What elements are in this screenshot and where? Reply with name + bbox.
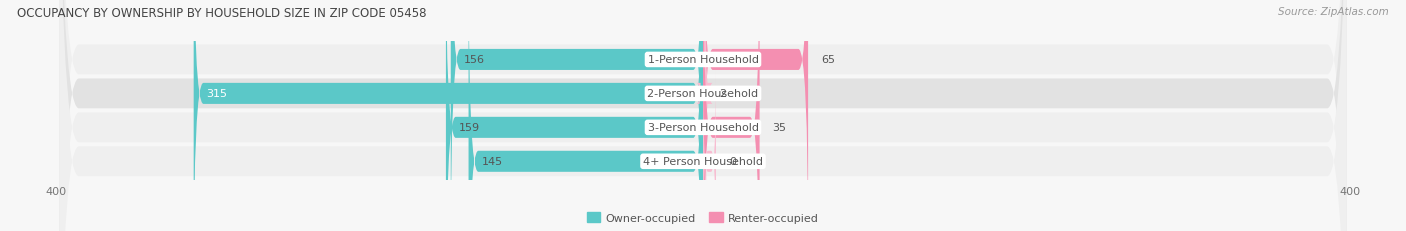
FancyBboxPatch shape [703, 0, 759, 231]
Text: 2: 2 [720, 89, 727, 99]
Text: 35: 35 [772, 123, 786, 133]
FancyBboxPatch shape [703, 0, 808, 231]
Text: 1-Person Household: 1-Person Household [648, 55, 758, 65]
Text: 2-Person Household: 2-Person Household [647, 89, 759, 99]
Legend: Owner-occupied, Renter-occupied: Owner-occupied, Renter-occupied [582, 208, 824, 227]
FancyBboxPatch shape [59, 0, 1347, 231]
FancyBboxPatch shape [59, 0, 1347, 231]
FancyBboxPatch shape [696, 0, 713, 231]
Text: Source: ZipAtlas.com: Source: ZipAtlas.com [1278, 7, 1389, 17]
Text: 159: 159 [458, 123, 479, 133]
Text: 4+ Person Household: 4+ Person Household [643, 157, 763, 167]
Text: 3-Person Household: 3-Person Household [648, 123, 758, 133]
Text: 315: 315 [207, 89, 228, 99]
Text: 156: 156 [464, 55, 485, 65]
Text: 65: 65 [821, 55, 835, 65]
Text: OCCUPANCY BY OWNERSHIP BY HOUSEHOLD SIZE IN ZIP CODE 05458: OCCUPANCY BY OWNERSHIP BY HOUSEHOLD SIZE… [17, 7, 426, 20]
FancyBboxPatch shape [703, 71, 716, 231]
Text: 145: 145 [481, 157, 502, 167]
FancyBboxPatch shape [59, 0, 1347, 231]
FancyBboxPatch shape [468, 0, 703, 231]
FancyBboxPatch shape [446, 0, 703, 231]
Text: 0: 0 [728, 157, 735, 167]
FancyBboxPatch shape [59, 0, 1347, 231]
FancyBboxPatch shape [451, 0, 703, 231]
FancyBboxPatch shape [194, 0, 703, 231]
